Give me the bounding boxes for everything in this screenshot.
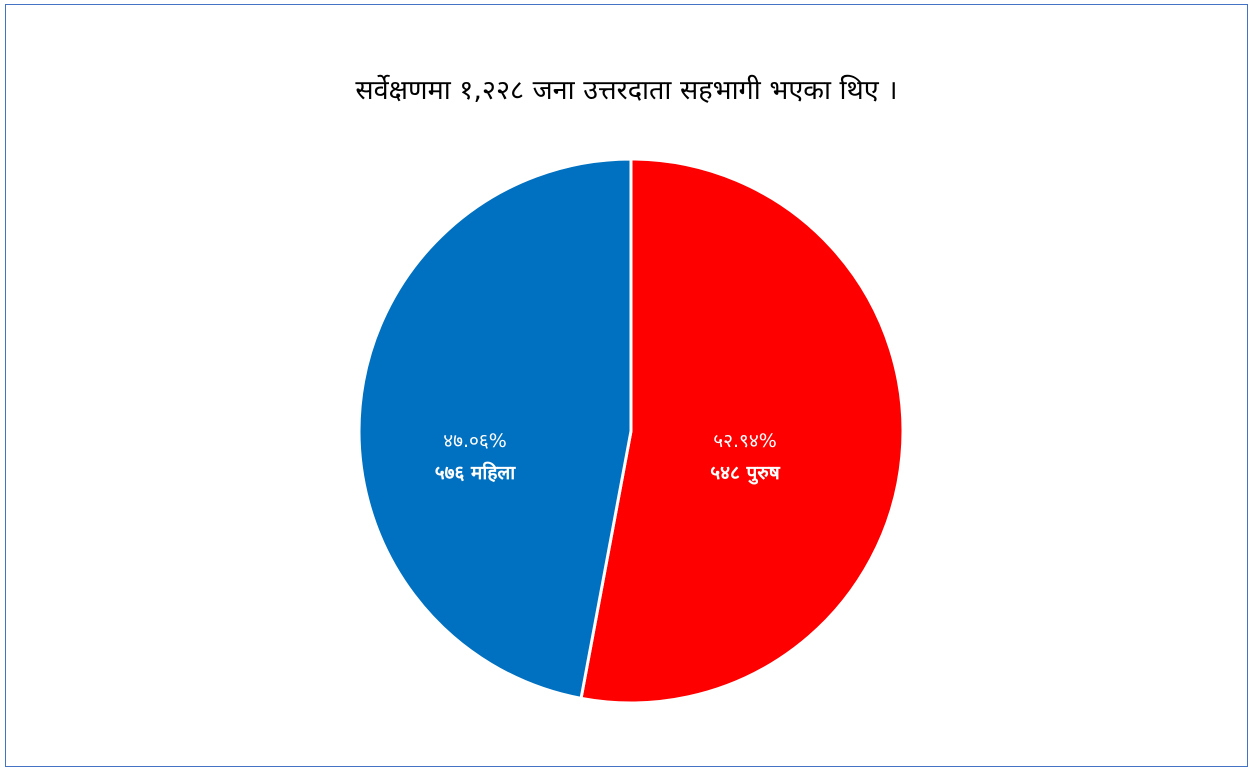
slice-percent-label: ५२.९४% [713,430,777,452]
chart-title: सर्वेक्षणमा १,२२८ जना उत्तरदाता सहभागी भ… [355,75,898,106]
pie-slice-male [579,157,905,705]
slice-percent-label: ४७.०६% [443,430,507,452]
pie-slice-female [357,157,633,700]
slice-count-label: ५७६ महिला [435,461,517,484]
slice-count-label: ५४८ पुरुष [710,462,780,485]
